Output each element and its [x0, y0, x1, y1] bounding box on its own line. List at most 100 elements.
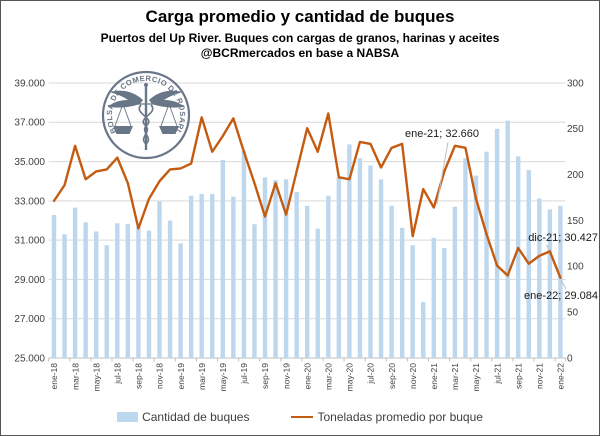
tonnage-line — [52, 112, 562, 279]
bar — [399, 227, 405, 358]
x-label: jul-20 — [366, 363, 376, 385]
bar — [62, 234, 67, 358]
annotations: ene-21; 32.660 dic-21; 30.427 ene-22; 29.0… — [405, 128, 598, 302]
y-label-right: 50 — [567, 308, 579, 319]
watermark-ring — [101, 70, 191, 160]
x-label: nov-19 — [281, 363, 291, 389]
x-label: nov-21 — [535, 363, 545, 389]
x-label: mar-20 — [324, 363, 334, 390]
y-label-left: 27.000 — [14, 314, 45, 325]
x-label: sep-19 — [260, 363, 270, 389]
bar — [357, 158, 363, 358]
bar — [347, 144, 352, 358]
x-label: ene-19 — [176, 363, 186, 390]
line-series — [52, 112, 562, 279]
x-label: may-21 — [471, 363, 481, 392]
bar — [115, 223, 120, 358]
x-label: may-19 — [218, 363, 228, 392]
bar-legend-label: Cantidad de buques — [142, 410, 250, 424]
y-label-right: 250 — [567, 124, 584, 135]
x-label: sep-21 — [513, 363, 523, 389]
bar-legend-swatch — [117, 412, 139, 422]
bar — [336, 177, 342, 358]
bar — [410, 245, 415, 358]
y-label-left: 35.000 — [14, 157, 45, 168]
bar — [421, 302, 426, 358]
legend: Cantidad de buques Toneladas promedio po… — [1, 405, 599, 429]
annotation-label: ene-21; 32.660 — [405, 128, 479, 140]
bar — [157, 201, 162, 358]
bar — [104, 245, 109, 358]
bar — [146, 230, 152, 358]
annotation-leader — [545, 244, 551, 251]
x-label: ene-21 — [429, 363, 439, 390]
y-label-left: 31.000 — [14, 236, 45, 247]
bar — [516, 156, 521, 358]
bar — [537, 198, 542, 358]
bar — [241, 150, 247, 358]
bar — [210, 193, 215, 358]
bar — [125, 224, 131, 358]
bar — [442, 248, 447, 358]
bar — [294, 192, 299, 358]
bar — [368, 165, 373, 358]
caduceus-icon — [108, 83, 184, 150]
chart-title: Carga promedio y cantidad de buques — [145, 7, 455, 26]
y-label-right: 0 — [567, 353, 573, 364]
bar — [252, 224, 257, 358]
bar — [315, 228, 320, 358]
y-label-right: 100 — [567, 262, 584, 273]
x-label: may-18 — [91, 363, 101, 392]
bar — [273, 180, 278, 358]
bar — [389, 205, 394, 358]
x-label: mar-21 — [450, 363, 460, 390]
bar — [452, 206, 458, 358]
bar — [558, 205, 563, 358]
y-label-left: 39.000 — [14, 78, 45, 89]
x-label: may-20 — [345, 363, 355, 392]
watermark-base-text: · · · · · · · · — [139, 147, 153, 151]
x-label: jul-18 — [113, 363, 123, 385]
annotation-leader — [436, 141, 449, 205]
x-label: ene-22 — [556, 363, 566, 390]
line-legend-label: Toneladas promedio por buque — [317, 410, 483, 424]
bar — [262, 177, 268, 358]
legend-item-line: Toneladas promedio por buque — [291, 410, 483, 424]
x-label: mar-18 — [70, 363, 80, 390]
x-label: ene-20 — [302, 363, 312, 390]
bar — [431, 237, 436, 358]
bar — [326, 195, 331, 358]
bar — [305, 205, 310, 358]
x-label: mar-19 — [197, 363, 207, 390]
x-label: nov-18 — [155, 363, 165, 389]
axes: 39.000 37.000 35.000 33.000 31.000 29.000 27.0… — [14, 78, 584, 391]
legend-item-bars: Cantidad de buques — [117, 410, 249, 424]
y-label-right: 150 — [567, 216, 584, 227]
bar-series — [51, 120, 563, 358]
annotation-leader — [560, 279, 567, 290]
x-label: sep-20 — [387, 363, 397, 389]
y-label-right: 300 — [567, 78, 584, 89]
bar — [72, 207, 78, 358]
line-legend-swatch — [291, 415, 314, 419]
bar — [188, 195, 194, 358]
bar — [167, 220, 173, 358]
bar — [283, 179, 289, 358]
y-label-left: 25.000 — [14, 353, 45, 364]
bar — [220, 160, 225, 358]
chart-subtitle: Puertos del Up River. Buques con cargas … — [100, 31, 500, 45]
y-label-right: 200 — [567, 170, 584, 181]
bar — [494, 128, 500, 358]
bar — [505, 120, 510, 358]
bar — [94, 231, 99, 358]
annotation-label: dic-21; 30.427 — [528, 232, 598, 244]
bar — [51, 215, 57, 358]
x-label: nov-20 — [408, 363, 418, 389]
bar — [83, 222, 88, 358]
x-label: jul-21 — [492, 363, 502, 385]
bar — [484, 151, 489, 358]
bar — [178, 243, 183, 358]
y-label-left: 33.000 — [14, 196, 45, 207]
bar — [378, 179, 384, 358]
